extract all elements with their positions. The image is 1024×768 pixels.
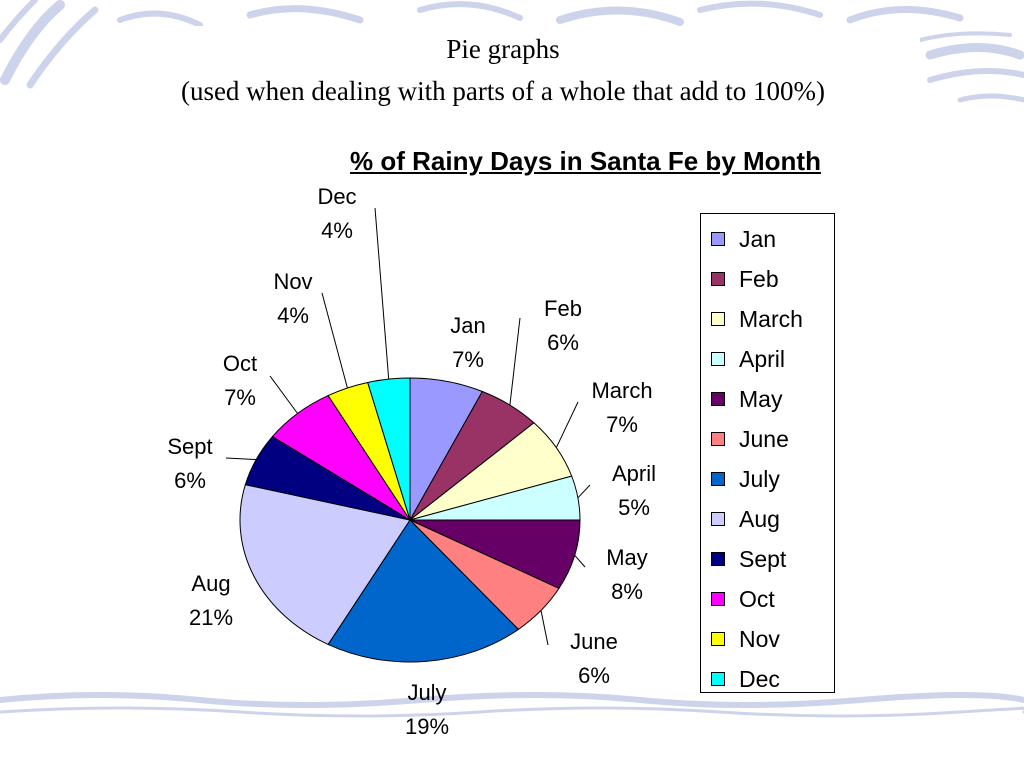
slice-label-march: March — [591, 378, 652, 403]
legend-swatch — [711, 232, 725, 246]
leader-line-june — [540, 610, 549, 646]
legend-swatch — [711, 472, 725, 486]
legend-label: Sept — [739, 545, 787, 572]
pie-slice-july — [327, 519, 520, 663]
legend-item-feb: Feb — [711, 264, 779, 294]
heading-box: Pie graphs (used when dealing with parts… — [86, 26, 920, 118]
legend-item-june: June — [711, 424, 789, 454]
leader-line-nov — [321, 292, 348, 389]
slice-value-jan: 7% — [452, 347, 484, 372]
slice-label-july: July — [407, 680, 446, 705]
legend-item-march: March — [711, 304, 803, 334]
slice-label-aug: Aug — [191, 571, 230, 596]
slice-value-april: 5% — [618, 495, 650, 520]
slice-value-july: 19% — [405, 714, 449, 739]
slice-value-nov: 4% — [277, 303, 309, 328]
legend-item-april: April — [711, 344, 785, 374]
slice-label-dec: Dec — [317, 184, 356, 209]
legend-label: Oct — [739, 585, 775, 612]
leader-line-may — [574, 554, 586, 568]
legend-label: March — [739, 305, 803, 332]
leader-line-feb — [509, 317, 521, 406]
slice-label-may: May — [606, 545, 648, 570]
legend-item-july: July — [711, 464, 780, 494]
legend-swatch — [711, 392, 725, 406]
heading-line-2: (used when dealing with parts of a whole… — [180, 76, 826, 106]
legend-label: June — [739, 425, 789, 452]
legend-label: Aug — [739, 505, 780, 532]
slice-label-april: April — [612, 461, 656, 486]
leader-line-march — [555, 401, 579, 448]
leader-line-april — [577, 484, 591, 499]
slice-value-may: 8% — [611, 579, 643, 604]
slice-label-sept: Sept — [167, 434, 212, 459]
pie-slice-dec — [367, 377, 411, 521]
leader-line-sept — [225, 457, 257, 460]
slice-label-oct: Oct — [223, 351, 257, 376]
legend-item-jan: Jan — [711, 224, 776, 254]
legend-item-may: May — [711, 384, 782, 414]
legend-label: Nov — [739, 625, 780, 652]
legend-swatch — [711, 552, 725, 566]
legend-swatch — [711, 352, 725, 366]
legend-item-aug: Aug — [711, 504, 780, 534]
slice-value-june: 6% — [578, 663, 610, 688]
legend-item-nov: Nov — [711, 624, 780, 654]
legend-swatch — [711, 512, 725, 526]
legend-swatch — [711, 272, 725, 286]
slice-value-feb: 6% — [547, 330, 579, 355]
legend-swatch — [711, 592, 725, 606]
slice-labels: Jan 7% Feb 6% March 7% April 5% May 8% June 6% July 1… — [167, 184, 656, 739]
legend-item-sept: Sept — [711, 544, 786, 574]
slice-label-feb: Feb — [544, 296, 582, 321]
legend-label: July — [739, 465, 780, 492]
legend-label: Dec — [739, 665, 780, 692]
legend: Jan Feb March April May June July Aug Sept Oct Nov… — [700, 213, 835, 693]
slice-label-june: June — [570, 629, 618, 654]
chart-title: % of Rainy Days in Santa Fe by Month — [350, 146, 821, 176]
slice-value-dec: 4% — [321, 218, 353, 243]
slice-value-oct: 7% — [224, 385, 256, 410]
legend-label: April — [739, 345, 786, 372]
legend-item-oct: Oct — [711, 584, 775, 614]
legend-label: May — [739, 385, 783, 412]
legend-label: Feb — [739, 265, 779, 292]
slice-value-sept: 6% — [174, 468, 206, 493]
pie-slice-aug — [239, 484, 411, 646]
slice-label-nov: Nov — [273, 269, 312, 294]
slice-label-jan: Jan — [450, 313, 485, 338]
legend-label: Jan — [739, 225, 777, 252]
legend-swatch — [711, 632, 725, 646]
legend-swatch — [711, 312, 725, 326]
leader-line-dec — [374, 207, 390, 380]
legend-swatch — [711, 432, 725, 446]
leader-lines — [225, 207, 591, 646]
slice-value-march: 7% — [606, 412, 638, 437]
legend-item-dec: Dec — [711, 664, 780, 694]
pie-slices — [239, 377, 581, 663]
leader-line-oct — [269, 375, 299, 414]
heading-line-1: Pie graphs — [446, 34, 560, 64]
legend-swatch — [711, 672, 725, 686]
slice-value-aug: 21% — [189, 605, 233, 630]
